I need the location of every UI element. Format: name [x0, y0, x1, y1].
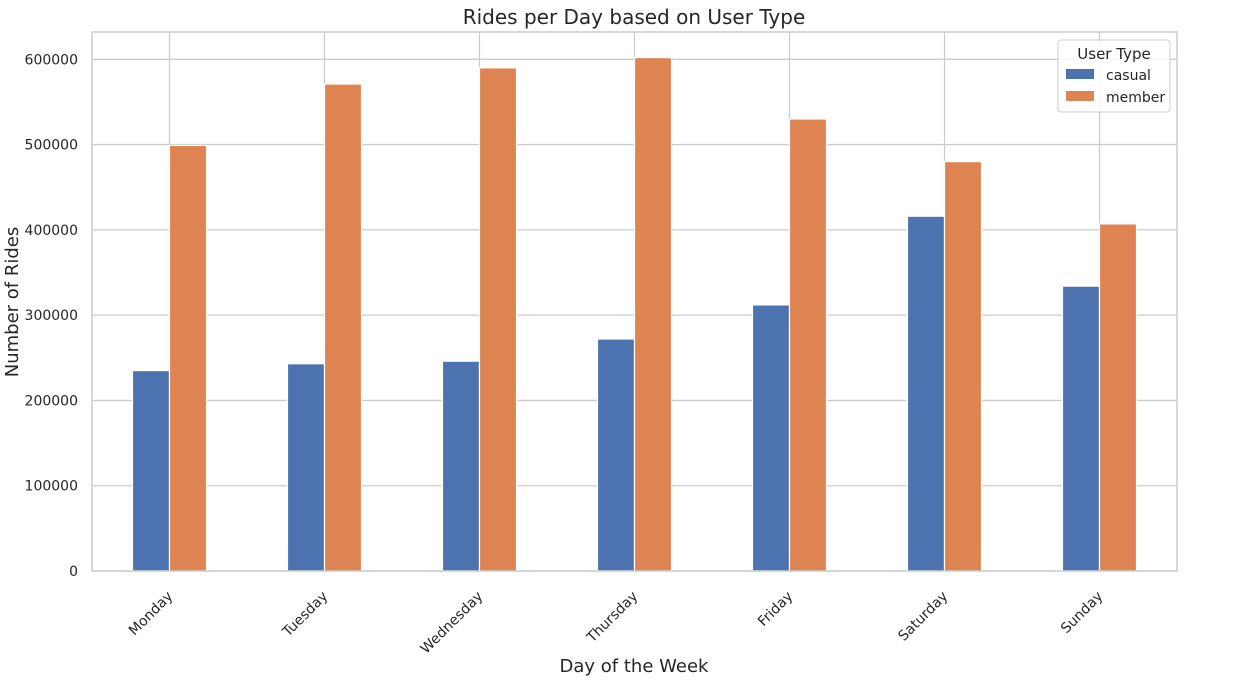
x-tick-label: Wednesday: [418, 589, 487, 658]
x-axis-label: Day of the Week: [560, 656, 709, 677]
bar-casual-monday: [131, 369, 171, 572]
y-tick-label: 0: [69, 564, 78, 580]
y-tick-label: 100000: [25, 479, 78, 495]
chart-title: Rides per Day based on User Type: [463, 5, 806, 29]
bar-casual-friday: [751, 304, 791, 572]
bar-member-sunday: [1098, 223, 1138, 572]
plot-frame: [91, 31, 1178, 572]
y-tick-label: 200000: [25, 393, 78, 409]
bars: [131, 56, 1138, 572]
y-tick-label: 400000: [25, 223, 78, 239]
bar-member-saturday: [943, 161, 983, 572]
bar-casual-sunday: [1061, 285, 1101, 572]
legend: User Type casual member: [1057, 39, 1171, 113]
x-tick-label: Saturday: [895, 589, 951, 645]
bar-member-thursday: [633, 56, 673, 572]
legend-label-casual: casual: [1106, 68, 1151, 84]
legend-swatch-casual: [1066, 69, 1094, 79]
y-axis-label: Number of Rides: [2, 227, 23, 378]
bar-member-wednesday: [478, 67, 518, 572]
x-tick-label: Tuesday: [279, 589, 331, 641]
y-tick-label: 500000: [25, 138, 78, 154]
legend-label-member: member: [1106, 90, 1165, 106]
bar-member-friday: [788, 118, 828, 572]
bar-casual-thursday: [596, 338, 636, 572]
bar-casual-saturday: [906, 215, 946, 572]
x-tick-label: Sunday: [1058, 589, 1106, 637]
bar-member-tuesday: [323, 83, 363, 572]
x-tick-label: Friday: [755, 589, 796, 630]
legend-title: User Type: [1077, 45, 1150, 63]
y-tick-labels: 0 100000 200000 300000 400000 500000 600000: [25, 52, 78, 580]
bar-member-monday: [168, 144, 208, 572]
legend-swatch-member: [1066, 91, 1094, 101]
bar-casual-wednesday: [441, 360, 481, 572]
x-tick-label: Thursday: [583, 589, 641, 647]
x-tick-labels: Monday Tuesday Wednesday Thursday Friday Satu…: [126, 589, 1106, 658]
y-tick-label: 600000: [25, 52, 78, 68]
y-tick-label: 300000: [25, 308, 78, 324]
bar-casual-tuesday: [286, 363, 326, 572]
x-tick-label: Monday: [126, 589, 176, 639]
